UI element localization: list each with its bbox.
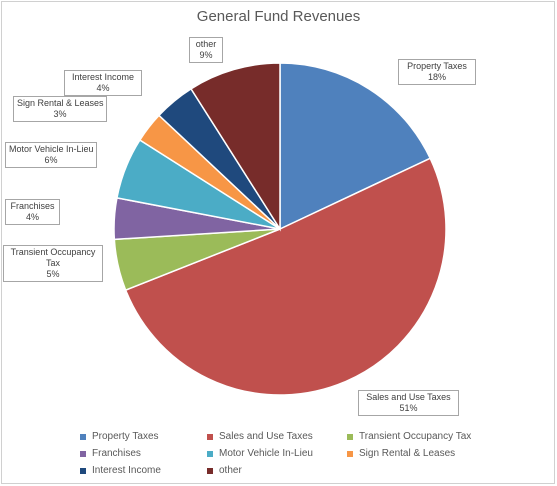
legend-swatch [347,450,353,457]
callout-name: Sales and Use Taxes [366,392,451,402]
callout-percent: 4% [96,83,110,93]
legend-swatch [80,433,86,440]
chart-title: General Fund Revenues [196,8,361,25]
legend-swatch [207,450,213,457]
callout-percent: 5% [46,269,60,279]
callout-name: Franchises [10,201,55,211]
legend-label: Sales and Use Taxes [219,431,313,442]
callout-other: other 9% [189,37,223,63]
callout-sign-rental-leases: Sign Rental & Leases 3% [13,96,107,122]
legend-swatch [80,450,86,457]
legend: Property Taxes Sales and Use Taxes Trans… [80,431,520,476]
legend-item-sales-and-use-taxes: Sales and Use Taxes [207,431,347,442]
callout-franchises: Franchises 4% [5,199,60,225]
callout-name: other [195,39,217,49]
legend-label: Property Taxes [92,431,159,442]
callout-percent: 6% [44,155,58,165]
pie-slice-other [190,62,281,232]
legend-swatch [80,467,86,474]
legend-item-interest-income: Interest Income [80,465,207,476]
callout-percent: 9% [199,50,213,60]
pie-slice-property-taxes [279,62,432,231]
callout-name: Interest Income [71,72,135,82]
legend-label: Transient Occupancy Tax [359,431,472,442]
callout-percent: 4% [25,212,39,222]
callout-percent: 51% [399,403,418,413]
legend-item-sign-rental-leases: Sign Rental & Leases [347,448,520,459]
legend-label: Sign Rental & Leases [359,448,456,459]
legend-item-transient-occupancy-tax: Transient Occupancy Tax [347,431,520,442]
legend-swatch [347,433,353,440]
legend-label: Interest Income [92,465,161,476]
legend-swatch [207,433,213,440]
legend-label: Motor Vehicle In-Lieu [219,448,313,459]
legend-item-property-taxes: Property Taxes [80,431,207,442]
callout-name-line-1: Transient Occupancy [10,247,96,257]
callout-name: Motor Vehicle In-Lieu [9,144,94,154]
legend-item-other: other [207,465,347,476]
callout-interest-income: Interest Income 4% [64,70,142,96]
legend-swatch [207,467,213,474]
callout-property-taxes: Property Taxes 18% [398,59,476,85]
legend-label: Franchises [92,448,141,459]
legend-item-motor-vehicle-in-lieu: Motor Vehicle In-Lieu [207,448,347,459]
legend-label: other [219,465,242,476]
callout-motor-vehicle-in-lieu: Motor Vehicle In-Lieu 6% [5,142,97,168]
callout-name-line-2: Tax [45,258,60,268]
callout-sales-and-use-taxes: Sales and Use Taxes 51% [358,390,459,416]
callout-name: Sign Rental & Leases [17,98,104,108]
callout-name: Property Taxes [407,61,467,71]
callout-transient-occupancy-tax: Transient Occupancy Tax 5% [3,245,103,282]
callout-percent: 3% [53,109,67,119]
pie-slice-sales-and-use-taxes [124,157,447,396]
legend-item-franchises: Franchises [80,448,207,459]
callout-percent: 18% [427,72,446,82]
